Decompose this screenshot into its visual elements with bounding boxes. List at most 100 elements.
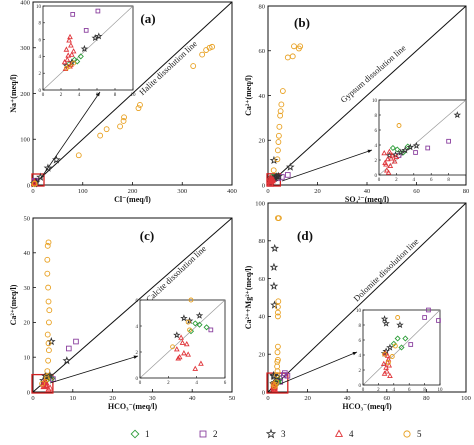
- inset-x-tick-label: 6: [430, 178, 433, 183]
- y-tick-label: 20: [24, 320, 31, 327]
- y-tick-label: 100: [255, 200, 265, 207]
- inset-point-series-4: [383, 167, 390, 173]
- legend-label: 4: [349, 429, 354, 439]
- inset-point-series-4: [384, 155, 391, 162]
- data-point-series-5: [274, 313, 281, 320]
- data-point-series-5: [273, 379, 280, 386]
- x-tick-label: 20: [314, 188, 321, 195]
- legend-marker-square: [199, 430, 207, 438]
- legend-label: 1: [145, 429, 150, 439]
- data-point-series-5: [39, 380, 46, 387]
- data-point-series-5: [279, 88, 286, 94]
- reference-line-label: Gypsum dissolution line: [338, 43, 407, 105]
- inset-point-series-5: [71, 60, 77, 66]
- data-point-series-5: [275, 139, 282, 145]
- y-tick-label: 200: [20, 91, 30, 98]
- y-tick-label: 40: [259, 93, 266, 100]
- data-point-series-5: [289, 53, 296, 60]
- inset-x-tick-label: 8: [423, 388, 426, 393]
- y-axis-label: Ca²⁺(meq/l): [9, 284, 18, 325]
- data-point-series-4: [269, 175, 277, 183]
- inset-reference-line: [378, 99, 467, 176]
- inset-point-series-1: [71, 56, 78, 63]
- x-tick-label: 100: [78, 188, 88, 195]
- panel-a: 0 100 200 300 4000100200300400Cl⁻(meq/l)Na⁺(…: [9, 0, 237, 204]
- inset-point-series-4: [179, 339, 186, 345]
- inset-y-tick-label: 8: [375, 114, 378, 119]
- inset-point-series-3: [453, 111, 462, 119]
- inset-point-series-5: [187, 327, 193, 333]
- x-tick-label: 80: [463, 188, 470, 195]
- inset-point-series-2: [70, 12, 76, 17]
- inset-point-series-2: [425, 145, 431, 151]
- inset-x-tick-label: 2: [167, 381, 170, 386]
- inset-x-tick-label: 0: [139, 381, 142, 386]
- inset-point-series-1: [394, 335, 401, 342]
- data-point-series-5: [44, 242, 51, 249]
- inset-point-series-2: [426, 307, 431, 313]
- inset-point-series-5: [66, 64, 72, 69]
- inset-point-series-4: [181, 350, 187, 356]
- data-point-series-3: [269, 281, 279, 290]
- reference-line-label: Dolomite dissolution line: [351, 236, 420, 303]
- data-point-series-5: [278, 101, 285, 108]
- y-tick-label: 300: [20, 45, 30, 52]
- inset-point-series-4: [65, 52, 72, 58]
- inset-point-series-2: [95, 8, 101, 14]
- inset-x-tick-label: 4: [413, 178, 416, 183]
- inset-plot: 0 2 4 6 8 10 0 2 4 6 8 10: [36, 5, 136, 98]
- data-point-series-5: [272, 381, 279, 388]
- data-point-series-5: [284, 54, 291, 61]
- inset-x-tick-label: 4: [78, 93, 81, 98]
- inset-y-tick-label: 0: [375, 174, 378, 179]
- data-point-series-5: [274, 156, 281, 163]
- x-tick-label: 80: [423, 395, 430, 402]
- data-point-series-5: [44, 270, 51, 277]
- y-tick-label: 20: [259, 352, 266, 359]
- inset-x-tick-label: 4: [195, 381, 198, 386]
- data-point-series-2: [285, 172, 291, 178]
- panel-c: 0 10 20 30 40 5001020304050HCO₃⁻(meq/l)Ca²⁺(m…: [9, 215, 235, 411]
- inset-point-series-4: [385, 356, 392, 362]
- x-tick-label: 400: [227, 188, 237, 195]
- inset-point-series-4: [175, 355, 182, 361]
- inset-arrowhead: [367, 149, 372, 154]
- data-point-series-5: [270, 167, 277, 174]
- inset-x-tick-label: 6: [96, 93, 99, 98]
- inset-plot: 0 2 4 6 0 2 4 6: [136, 297, 227, 386]
- y-axis-label: Ca²⁺(meq/l): [244, 75, 253, 116]
- data-point-series-3: [43, 163, 53, 172]
- inset-point-series-4: [183, 340, 190, 347]
- inset-point-series-4: [384, 368, 390, 374]
- inset-arrowhead: [133, 355, 138, 359]
- data-point-series-5: [277, 108, 284, 115]
- panel-label: (b): [294, 15, 310, 30]
- inset-point-series-2: [208, 327, 214, 333]
- inset-y-tick-label: 2: [375, 159, 378, 164]
- x-tick-label: 30: [149, 395, 156, 402]
- data-point-series-5: [31, 180, 38, 187]
- x-axis-label: HCO₃⁻(meq/l): [342, 402, 392, 411]
- inset-point-series-3: [406, 143, 415, 151]
- data-point-series-3: [62, 356, 72, 365]
- data-point-series-3: [270, 243, 280, 253]
- data-point-series-5: [274, 147, 281, 154]
- inset-x-tick-label: 4: [393, 388, 396, 393]
- x-tick-label: 60: [384, 395, 391, 402]
- inset-point-series-3: [396, 321, 404, 329]
- inset-point-series-5: [188, 297, 194, 303]
- inset-point-series-4: [388, 155, 395, 161]
- panel-label: (c): [140, 228, 154, 243]
- inset-y-tick-label: 4: [375, 144, 378, 149]
- inset-point-series-4: [67, 33, 73, 40]
- data-point-series-5: [135, 105, 142, 112]
- x-tick-label: 0: [31, 395, 34, 402]
- inset-point-series-4: [381, 149, 388, 156]
- inset-point-series-3: [380, 315, 389, 323]
- inset-point-series-3: [397, 148, 405, 156]
- inset-point-series-1: [394, 146, 401, 153]
- inset-point-series-1: [196, 321, 203, 328]
- inset-reference-line: [42, 5, 134, 91]
- y-tick-label: 400: [20, 0, 30, 6]
- inset-x-tick-label: 8: [447, 178, 450, 183]
